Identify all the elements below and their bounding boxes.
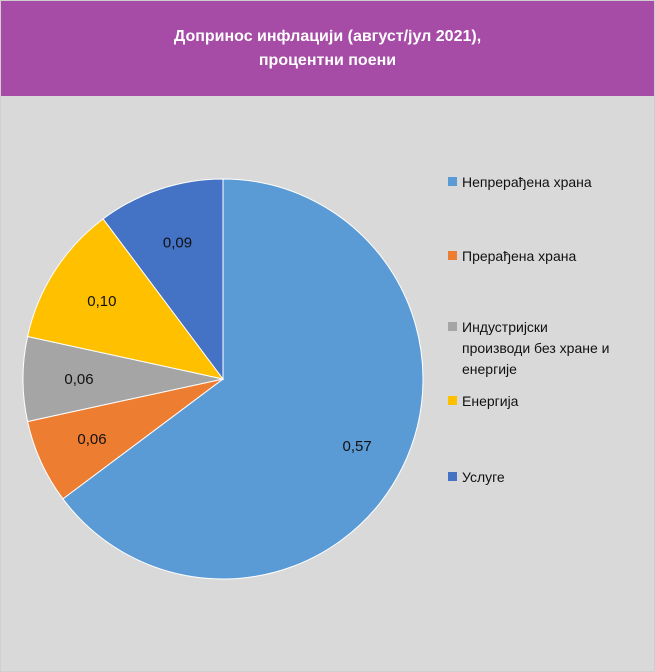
legend-label-industrial-goods: Индустријски производи без хране и енергиј… [462,319,609,377]
data-label-services: 0,09 [163,234,192,251]
pie-data-labels: 0,57 0,06 0,06 0,10 0,09 [64,234,371,455]
legend-item-industrial-goods: Индустријски производи без хране и енергиј… [448,319,609,377]
legend-item-services: Услуге [448,469,505,485]
legend-item-processed-food: Прерађена храна [448,248,576,264]
pie-slice-energy [26,218,225,380]
pie-slice-services [102,178,224,381]
data-label-energy: 0,10 [87,293,116,310]
data-label-industrial-goods: 0,06 [64,371,93,388]
chart-title-line-1: Допринос инфлацији (август/јул 2021), [173,27,482,45]
legend-swatch-industrial-goods [448,322,457,331]
legend-item-energy: Енергија [448,393,519,409]
legend-swatch-energy [448,396,457,405]
pie-slice-unprocessed-food [62,178,424,580]
pie-slices [22,178,424,580]
legend-swatch-unprocessed-food [448,177,457,186]
legend-swatch-services [448,472,457,481]
legend: Непрерађена храна Прерађена храна Индустри… [448,174,609,485]
legend-label-unprocessed-food: Непрерађена храна [462,174,592,190]
legend-label-processed-food: Прерађена храна [462,248,576,264]
legend-label-energy: Енергија [462,393,519,409]
legend-item-unprocessed-food: Непрерађена храна [448,174,592,190]
data-label-processed-food: 0,06 [77,431,106,448]
pie-chart: 0,57 0,06 0,06 0,10 0,09 Непрерађена храна Пр… [22,174,609,580]
legend-swatch-processed-food [448,251,457,260]
legend-label-services: Услуге [462,469,505,485]
chart-title: Допринос инфлацији (август/јул 2021), пр… [1,1,654,96]
chart-title-line-2: процентни поени [258,51,397,69]
data-label-unprocessed-food: 0,57 [343,438,372,455]
